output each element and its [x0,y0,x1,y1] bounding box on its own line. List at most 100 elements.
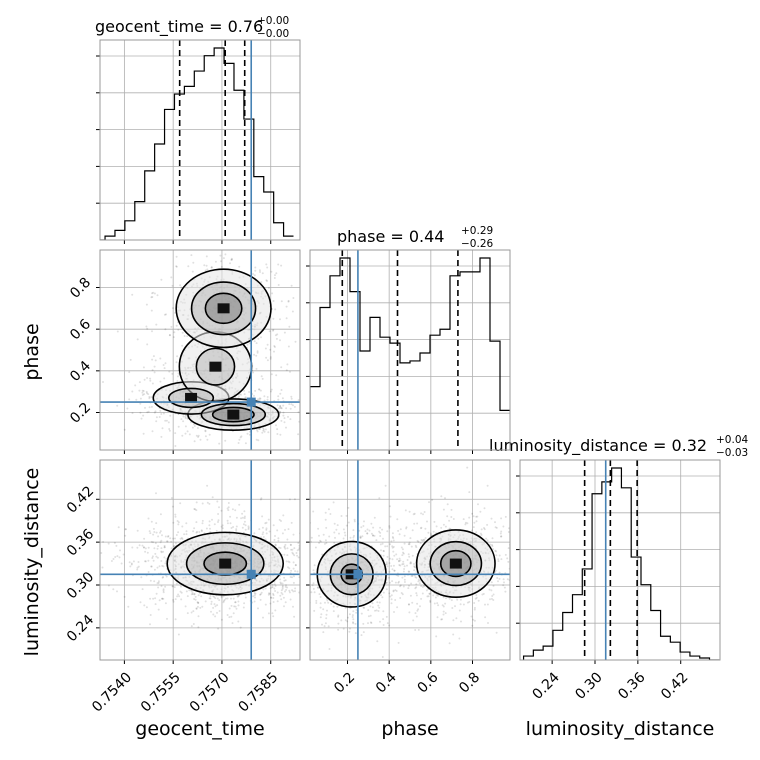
sample-point [168,370,171,373]
sample-point [210,610,212,613]
sample-point [369,614,372,617]
sample-point [158,416,161,418]
sample-point [160,551,163,554]
sample-point [354,622,357,625]
sample-point [180,286,183,289]
sample-point [279,547,282,549]
sample-point [252,273,254,275]
sample-point [456,598,459,601]
sample-point [174,515,177,518]
sample-point [265,532,268,535]
sample-point [415,546,418,549]
sample-point [151,296,154,298]
sample-point [151,330,153,333]
sample-point [253,394,255,397]
sample-point [379,526,382,529]
sample-point [165,313,167,316]
sample-point [403,581,406,583]
sample-point [283,417,286,420]
sample-point [414,576,417,578]
sample-point [263,395,266,398]
sample-point [395,590,398,592]
sample-point [284,601,287,604]
sample-point [206,438,209,441]
sample-point [255,354,258,357]
sample-point [151,430,154,433]
sample-point [395,553,398,556]
sample-point [248,433,251,436]
sample-point [234,601,237,604]
sample-point [401,563,404,566]
sample-point [378,606,381,609]
sample-point [421,586,424,588]
sample-point [113,541,116,544]
sample-point [264,522,267,525]
sample-point [485,537,488,540]
sample-point [258,399,261,402]
sample-point [176,380,179,383]
sample-point [123,595,126,598]
sample-point [270,388,273,391]
sample-point [176,520,179,522]
sample-point [301,619,303,621]
sample-point [156,582,159,585]
sample-point [156,566,159,569]
sample-point [472,515,475,518]
sample-point [238,438,241,441]
sample-point [303,580,305,582]
sample-point [184,425,187,428]
sample-point [261,533,264,536]
sample-point [269,587,272,590]
sample-point [146,392,148,395]
sample-point [521,557,523,559]
sample-point [352,618,355,621]
sample-point [388,592,391,595]
sample-point [278,518,281,521]
sample-point [314,576,316,578]
sample-point [315,602,318,604]
sample-point [260,591,263,594]
sample-point [324,511,327,514]
sample-point [402,551,404,554]
sample-point [164,585,167,588]
panel-frame [309,459,511,661]
sample-point [294,564,297,567]
sample-point [217,513,220,515]
sample-point [243,393,246,396]
sample-point [181,434,184,437]
sample-point [280,366,283,369]
sample-point [380,549,382,552]
sample-point [334,512,336,514]
sample-point [371,606,374,609]
sample-point [332,501,335,504]
sample-point [397,641,400,644]
tick-label-x: 0.24 [530,669,563,702]
sample-point [259,389,262,392]
sample-point [413,569,416,572]
sample-point [285,369,288,372]
sample-point [274,274,276,277]
sample-point [307,553,309,555]
sample-point [262,536,265,538]
sample-point [131,390,134,393]
sample-point [270,270,273,273]
sample-point [360,612,363,615]
sample-point [117,526,120,529]
sample-point [213,523,216,526]
sample-point [352,610,355,613]
sample-point [159,409,162,412]
truth-marker [246,569,256,579]
sample-point [155,555,158,558]
sample-point [392,590,395,593]
sample-point [253,274,256,277]
sample-point [248,391,251,393]
sample-point [193,425,196,427]
sample-point [408,611,411,614]
sample-point [343,531,346,534]
sample-point [234,396,237,399]
sample-point [173,586,176,589]
sample-point [334,536,336,539]
sample-point [303,559,305,561]
sample-point [170,540,173,543]
sample-point [399,584,402,587]
